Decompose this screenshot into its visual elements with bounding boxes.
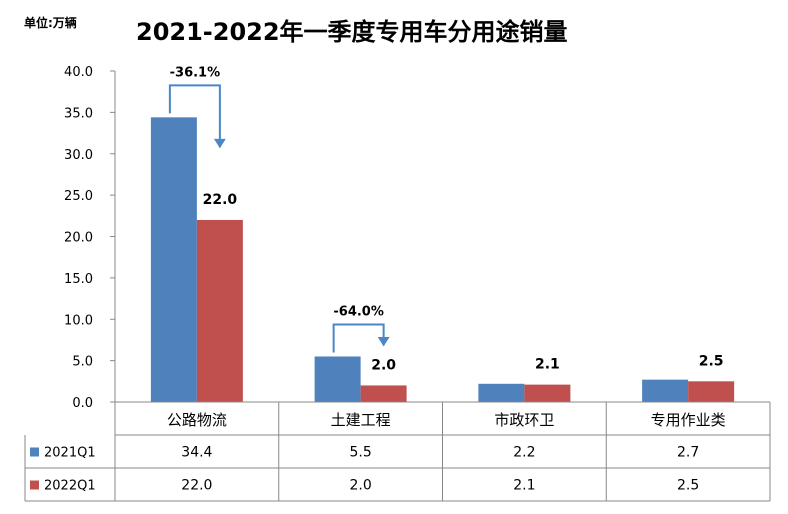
bar-2022q1 [524, 384, 571, 402]
bar-2022q1 [688, 381, 735, 402]
y-tick-label: 5.0 [72, 355, 93, 370]
table-series-label: 2022Q1 [44, 479, 96, 494]
annotation-label: -36.1% [170, 65, 221, 80]
table-cell: 5.5 [349, 445, 371, 461]
category-label: 专用作业类 [651, 411, 726, 429]
table-cell: 2.2 [513, 445, 535, 461]
y-tick-label: 20.0 [64, 231, 93, 246]
category-label: 土建工程 [331, 411, 391, 429]
table-series-label: 2021Q1 [44, 446, 96, 461]
y-tick-label: 15.0 [64, 272, 93, 287]
table-cell: 2.1 [513, 478, 535, 494]
annotation-arrow [168, 84, 221, 148]
bar-2021q1 [642, 379, 689, 402]
annotation-label: -64.0% [333, 304, 384, 319]
y-tick-label: 35.0 [64, 106, 93, 121]
y-tick-label: 40.0 [64, 65, 93, 80]
annotation-arrow [332, 323, 385, 353]
table-cell: 2.5 [677, 478, 699, 494]
bar-2022q1 [196, 219, 243, 402]
y-tick-label: 0.0 [72, 396, 93, 411]
category-label: 公路物流 [167, 411, 227, 429]
category-label: 市政环卫 [494, 411, 554, 429]
bar-2021q1 [478, 383, 525, 402]
bar-2021q1 [150, 117, 197, 402]
unit-label: 单位:万辆 [24, 16, 77, 30]
data-label: 2.0 [371, 357, 396, 373]
annotation-arrowhead [377, 336, 390, 347]
data-label: 2.1 [535, 357, 560, 373]
chart-title: 2021-2022年一季度专用车分用途销量 [136, 18, 568, 46]
legend-key-2021q1 [30, 447, 39, 457]
y-tick-label: 10.0 [64, 313, 93, 328]
bar-2022q1 [360, 385, 407, 402]
y-tick-label: 30.0 [64, 148, 93, 163]
data-label: 2.5 [699, 353, 724, 369]
table-cell: 2.0 [349, 478, 371, 494]
table-cell: 22.0 [181, 478, 212, 494]
annotation-arrowhead [213, 138, 226, 149]
legend-key-2022q1 [30, 480, 39, 490]
data-label: 22.0 [203, 192, 238, 208]
table-cell: 34.4 [181, 445, 212, 461]
y-tick-label: 25.0 [64, 189, 93, 204]
table-cell: 2.7 [677, 445, 699, 461]
bar-2021q1 [314, 356, 361, 402]
